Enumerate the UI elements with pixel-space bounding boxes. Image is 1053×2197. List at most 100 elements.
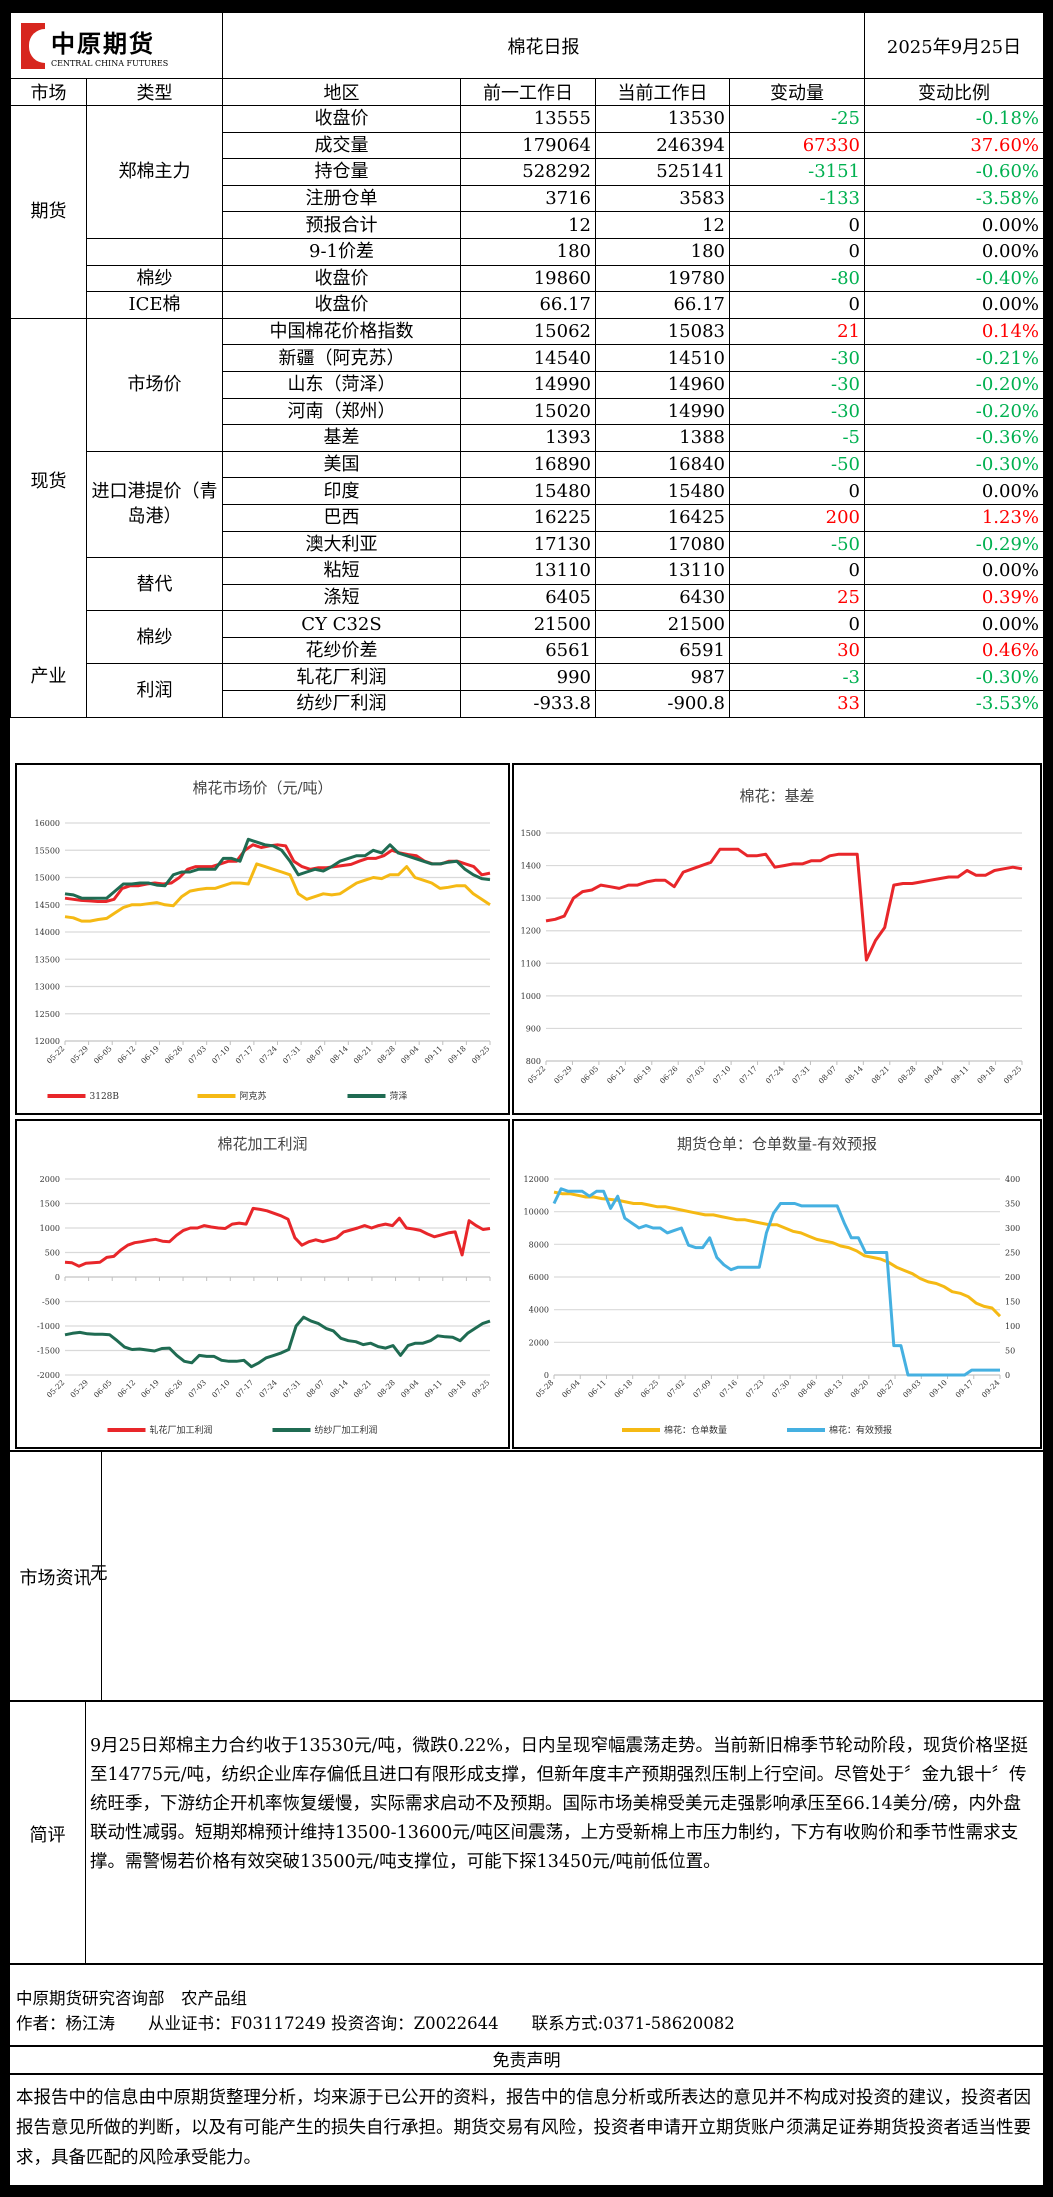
change-pct: 0.14% <box>864 317 1044 346</box>
chart-title: 棉花：基差 <box>739 787 814 805</box>
x-tick-label: 05-29 <box>68 1044 90 1066</box>
y-tick-label: 12000 <box>524 1175 549 1184</box>
series-line-0 <box>64 1206 491 1268</box>
column-header: 变动量 <box>729 78 865 106</box>
x-tick-label: 07-17 <box>737 1064 759 1086</box>
y-tick-label: 1000 <box>40 1224 60 1233</box>
region-cell: 9-1价差 <box>222 237 461 266</box>
x-tick-label: 06-19 <box>632 1064 654 1086</box>
curr-value: -900.8 <box>595 690 730 718</box>
chart-warehouse-receipts: 期货仓单：仓单数量-有效预报 0 2000 4000 6000 8000 10000 1200… <box>512 1119 1042 1449</box>
x-tick-label: 06-12 <box>116 1044 138 1066</box>
x-tick-label: 07-24 <box>764 1064 786 1086</box>
logo-mark-icon <box>21 22 45 69</box>
x-tick-label: 09-11 <box>423 1044 445 1066</box>
x-tick-label: 08-14 <box>843 1064 865 1086</box>
x-tick-label: 06-26 <box>163 1378 185 1400</box>
x-tick-label: 07-31 <box>281 1378 303 1400</box>
y-tick-label: 14000 <box>35 928 60 937</box>
legend-label: 棉花：仓单数量 <box>664 1424 727 1436</box>
y2-tick-label: 300 <box>1005 1224 1020 1233</box>
table-row: 预报合计 12 12 0 0.00% <box>11 211 1044 239</box>
prev-value: 13555 <box>460 105 596 133</box>
y2-tick-label: 0 <box>1005 1371 1010 1380</box>
change-value: 0 <box>729 477 865 505</box>
region-cell: 美国 <box>222 450 461 479</box>
region-cell: 河南（郑州） <box>222 397 461 426</box>
change-value: 200 <box>729 503 865 532</box>
chart-title: 棉花加工利润 <box>217 1135 307 1153</box>
region-cell: 预报合计 <box>222 211 461 239</box>
prev-value: 17130 <box>460 530 596 559</box>
x-tick-label: 06-05 <box>579 1064 601 1086</box>
table-row: ICE棉 收盘价 66.17 66.17 0 0.00% <box>11 291 1044 319</box>
change-pct: -0.30% <box>864 663 1044 692</box>
x-tick-label: 08-06 <box>796 1378 818 1400</box>
legend-label: 棉花：有效预报 <box>829 1424 892 1436</box>
x-tick-label: 09-11 <box>423 1378 445 1400</box>
y-tick-label: 12500 <box>35 1010 60 1019</box>
legend-label: 阿克苏 <box>240 1090 267 1102</box>
x-tick-label: 09-24 <box>980 1378 1002 1400</box>
change-pct: 0.00% <box>864 557 1044 585</box>
region-cell: 成交量 <box>222 131 461 160</box>
x-tick-label: 09-25 <box>470 1044 492 1066</box>
y-tick-label: 1500 <box>40 1200 60 1209</box>
x-tick-label: 08-14 <box>328 1044 350 1066</box>
change-value: 33 <box>729 690 865 718</box>
legend-label: 菏泽 <box>390 1091 408 1102</box>
type-cell: 市场价 <box>86 317 223 452</box>
disclaimer-text: 本报告中的信息由中原期货整理分析，均来源于已公开的资料，报告中的信息分析或所表达… <box>16 2088 1031 2168</box>
change-value: -80 <box>729 264 865 293</box>
market-spot-industry: 现货 产业 <box>10 317 87 718</box>
change-value: -50 <box>729 530 865 559</box>
table-row: 棉纱 CY C32S 21500 21500 0 0.00% <box>11 610 1044 665</box>
x-tick-label: 08-07 <box>304 1378 326 1400</box>
y-tick-label: 15000 <box>35 874 60 883</box>
column-header: 市场 <box>10 78 87 106</box>
x-tick-label: 09-25 <box>470 1378 492 1400</box>
logo-en: CENTRAL CHINA FUTURES <box>51 58 169 68</box>
y-tick-label: 0 <box>55 1273 60 1282</box>
x-tick-label: 08-21 <box>352 1378 374 1400</box>
x-tick-label: 08-07 <box>817 1064 839 1086</box>
x-tick-label: 06-05 <box>92 1044 114 1066</box>
table-row: 巴西 16225 16425 200 1.23% <box>11 503 1044 532</box>
change-pct: -0.20% <box>864 397 1044 426</box>
review-text: 9月25日郑棉主力合约收于13530元/吨，微跌0.22%，日内呈现窄幅震荡走势… <box>90 1736 1029 1872</box>
x-tick-label: 07-03 <box>684 1064 706 1086</box>
y-tick-label: 16000 <box>35 819 60 828</box>
chart-title: 棉花市场价（元/吨） <box>192 779 332 797</box>
x-tick-label: 09-04 <box>922 1064 944 1086</box>
curr-value: 21500 <box>595 610 730 638</box>
x-tick-label: 09-04 <box>399 1378 421 1400</box>
prev-value: 19860 <box>460 264 596 293</box>
x-tick-label: 06-19 <box>139 1044 161 1066</box>
curr-value: 525141 <box>595 158 730 186</box>
change-pct: 1.23% <box>864 503 1044 532</box>
x-tick-label: 07-24 <box>257 1044 279 1066</box>
change-pct: -0.36% <box>864 424 1044 452</box>
y2-tick-label: 250 <box>1005 1249 1020 1258</box>
x-tick-label: 08-28 <box>375 1378 397 1400</box>
prev-value: 3716 <box>460 184 596 213</box>
table-row: 9-1价差 180 180 0 0.00% <box>11 237 1044 266</box>
x-tick-label: 07-03 <box>186 1378 208 1400</box>
curr-value: 13530 <box>595 105 730 133</box>
x-tick-label: 08-21 <box>870 1064 892 1086</box>
y-tick-label: 1100 <box>521 959 541 968</box>
x-tick-label: 07-23 <box>744 1378 766 1400</box>
change-value: 67330 <box>729 131 865 160</box>
y-tick-label: 14500 <box>35 901 60 910</box>
data-table: 中原期货 CENTRAL CHINA FUTURES 棉花日报 2025年9月2… <box>10 12 1044 718</box>
region-cell: 山东（菏泽） <box>222 370 461 399</box>
prev-value: 528292 <box>460 158 596 186</box>
legend-label: 轧花厂加工利润 <box>150 1424 213 1436</box>
prev-value: 179064 <box>460 131 596 160</box>
chart-title: 期货仓单：仓单数量-有效预报 <box>677 1135 877 1153</box>
market-news-label: 市场资讯 <box>10 1452 102 1702</box>
y-tick-label: 1400 <box>521 862 541 871</box>
curr-value: 15480 <box>595 477 730 505</box>
y2-tick-label: 50 <box>1005 1347 1015 1356</box>
type-cell: 棉纱 <box>86 264 223 293</box>
